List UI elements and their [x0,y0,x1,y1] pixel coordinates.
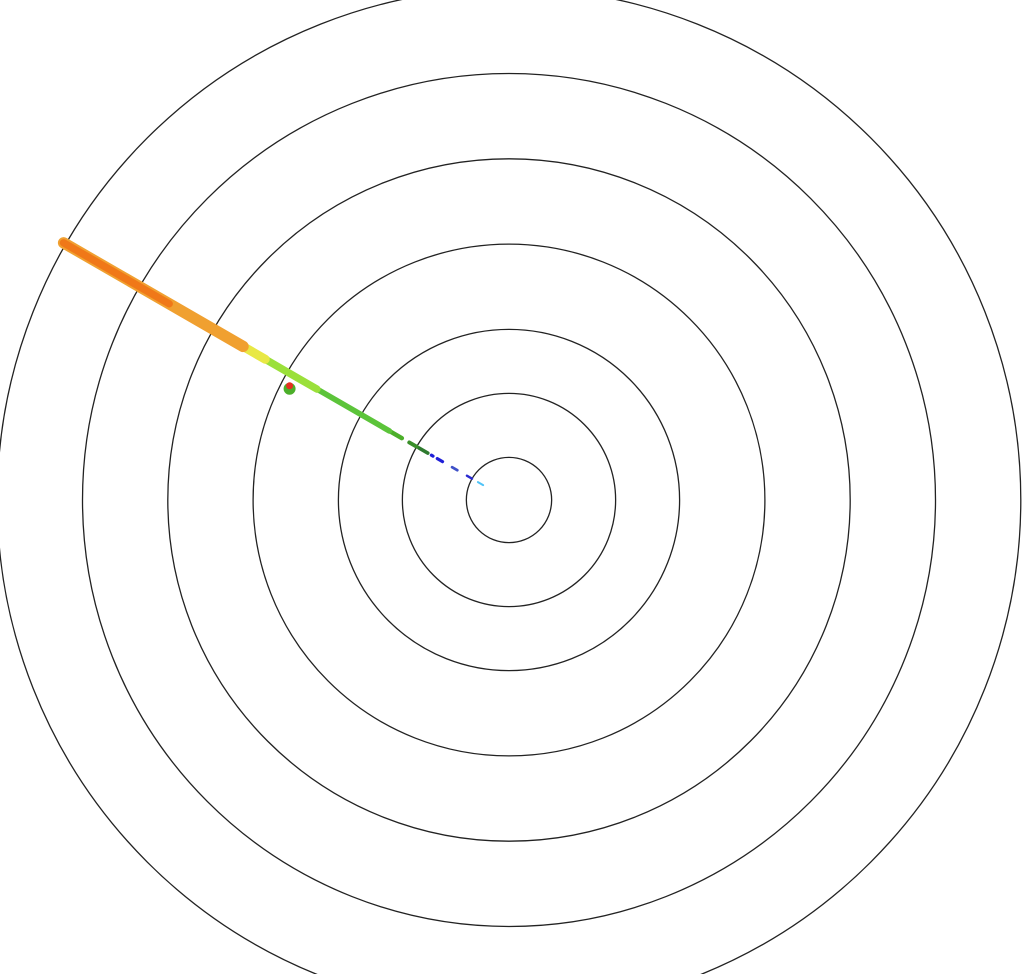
range-ring-3 [337,328,681,672]
beam-segment-6 [407,440,419,449]
beam-segment-3 [450,465,459,472]
beam-segment-4 [429,453,445,464]
beam-segment-2 [463,473,474,480]
range-ring-2 [401,392,617,608]
beam-segment-5 [417,446,430,455]
range-ring-4 [252,243,766,757]
beam-segment-8 [314,386,393,434]
scan-beam [57,237,485,487]
range-ring-6 [81,72,937,928]
range-ring-1 [465,456,553,544]
beam-segment-12 [59,239,173,308]
storm-cell-1 [286,382,294,390]
range-ring-5 [167,158,851,842]
beam-segment-9 [261,355,321,393]
beam-segment-1 [474,479,485,487]
